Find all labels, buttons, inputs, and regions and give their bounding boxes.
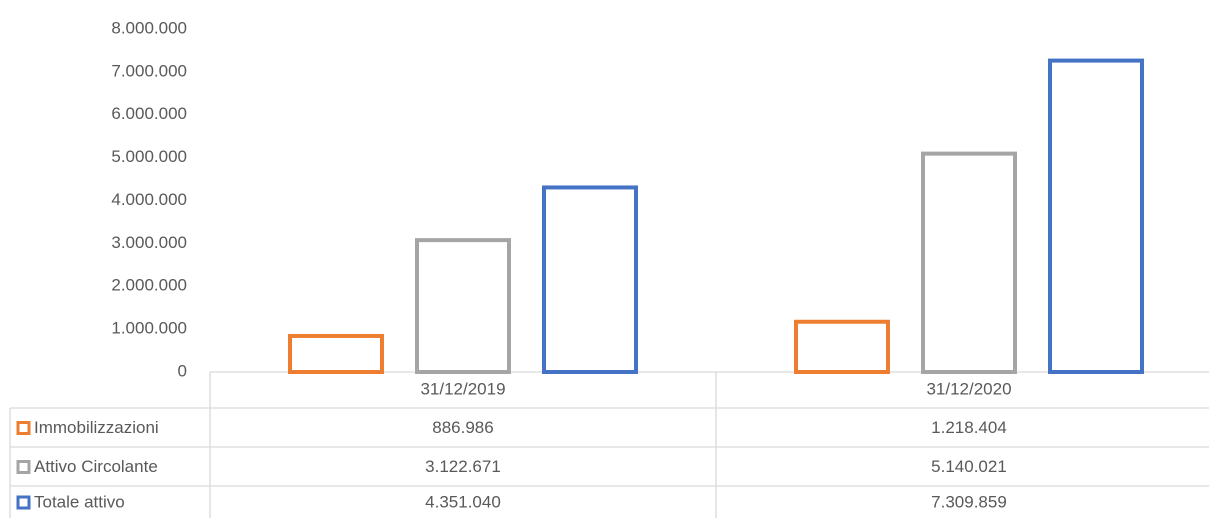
legend-key: [16, 495, 31, 510]
table-value: 3.122.671: [425, 457, 501, 476]
bar: [542, 185, 638, 374]
y-tick-label: 4.000.000: [111, 190, 187, 209]
table-value: 5.140.021: [931, 457, 1007, 476]
bar: [794, 319, 890, 374]
x-tick-label: 31/12/2020: [926, 379, 1011, 398]
y-tick-label: 3.000.000: [111, 233, 187, 252]
y-tick-label: 1.000.000: [111, 319, 187, 338]
y-tick-label: 8.000.000: [111, 18, 187, 37]
legend-key: [16, 460, 31, 474]
legend-key: [16, 421, 31, 435]
y-tick-label: 2.000.000: [111, 276, 187, 295]
legend-label: Immobilizzazioni: [34, 418, 159, 437]
bar: [1048, 58, 1144, 375]
bar: [415, 238, 511, 374]
table-value: 886.986: [432, 418, 493, 437]
x-tick-label: 31/12/2019: [420, 379, 505, 398]
bar: [921, 151, 1017, 374]
table-value: 1.218.404: [931, 418, 1007, 437]
y-tick-label: 5.000.000: [111, 147, 187, 166]
legend-label: Totale attivo: [34, 492, 125, 511]
y-tick-label: 0: [178, 361, 187, 380]
legend-label: Attivo Circolante: [34, 457, 158, 476]
table-value: 7.309.859: [931, 492, 1007, 511]
bar: [288, 333, 384, 375]
table-value: 4.351.040: [425, 492, 501, 511]
y-tick-label: 6.000.000: [111, 104, 187, 123]
y-tick-label: 7.000.000: [111, 61, 187, 80]
